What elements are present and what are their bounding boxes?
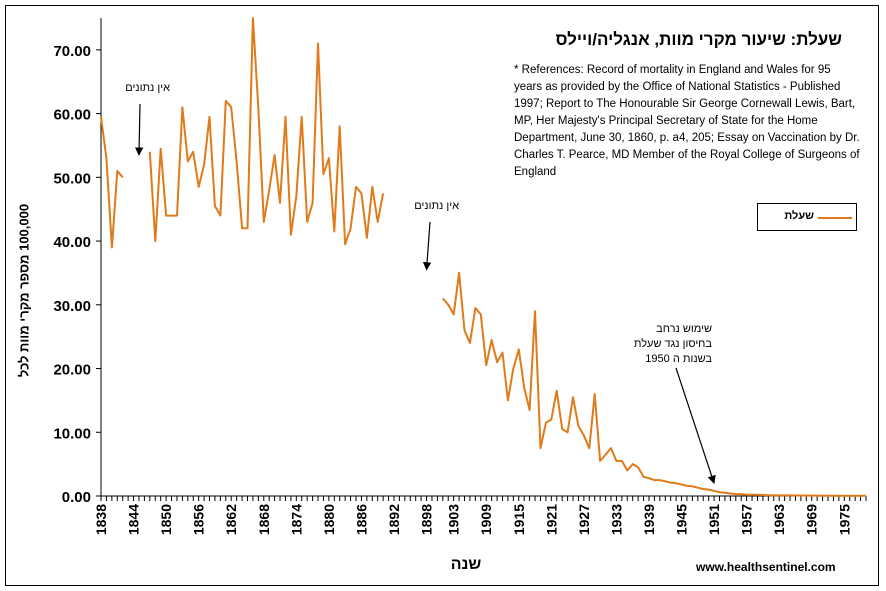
source-url: www.healthsentinel.com [696,560,836,574]
x-tick-label: 1886 [353,504,369,535]
x-tick-label: 1951 [706,504,722,535]
x-tick-label: 1969 [804,504,820,535]
x-tick-label: 1975 [836,504,852,535]
y-axis-ticks: 0.00 10.00 20.00 30.00 40.00 50.00 60.00 70.00 [53,43,101,506]
legend-label: שעלת [784,210,814,222]
x-tick-label: 1880 [321,504,337,535]
x-tick-label: 1933 [608,504,624,535]
axes [100,18,866,497]
x-axis-ticks: 1838 1844 1850 1856 1862 1868 1874 1880 1886 1892… [93,496,867,535]
annotation-text: אין נתונים [125,82,170,94]
annotation-line: בחיסון נגד שעלת [633,338,712,350]
chart-frame [5,5,879,586]
x-tick-label: 1957 [739,504,755,535]
annotation-arrow [134,103,144,156]
y-tick-label: 0.00 [62,489,91,506]
annotation-no-data-1: אין נתונים [100,81,170,96]
x-tick-label: 1939 [641,504,657,535]
annotation-line: בשנות ה 1950 [645,353,712,365]
legend: שעלת [757,203,857,231]
annotation-vaccination: שימוש נרחב בחיסון נגד שעלת בשנות ה 1950 [606,322,712,367]
series-layer [100,17,867,497]
x-tick-label: 1892 [386,504,402,535]
y-tick-label: 40.00 [53,234,91,251]
annotation-no-data-2: אין נתונים [384,199,459,214]
y-tick-label: 20.00 [53,362,91,379]
x-tick-label: 1927 [576,504,592,535]
x-tick-label: 1963 [771,504,787,535]
x-tick-label: 1856 [191,504,207,535]
references-text: * References: Record of mortality in Eng… [514,64,860,178]
x-tick-label: 1838 [93,504,109,535]
x-tick-label: 1868 [256,504,272,535]
x-tick-label: 1915 [511,504,527,535]
y-axis-label: 100,000 מספר מקרי מוות לכל [16,203,32,378]
y-tick-label: 60.00 [53,107,91,124]
series-line [148,17,385,246]
legend-swatch [818,217,852,219]
x-tick-label: 1945 [674,504,690,535]
x-tick-label: 1903 [446,504,462,535]
x-tick-label: 1921 [543,504,559,535]
x-tick-label: 1844 [126,504,142,535]
x-tick-label: 1862 [223,504,239,535]
annotation-arrows [134,103,716,485]
x-tick-label: 1898 [419,504,435,535]
annotation-arrow [675,367,716,485]
annotation-line: שימוש נרחב [656,323,712,335]
annotation-arrow [422,221,432,271]
x-axis-label: שנה [450,556,482,573]
chart-title: שעלת: שיעור מקרי מוות, אנגליה/ויילס [555,30,842,49]
y-tick-label: 50.00 [53,170,91,187]
series-line [100,116,124,249]
y-tick-label: 30.00 [53,298,91,315]
x-tick-label: 1850 [158,504,174,535]
series-line [442,271,867,497]
annotation-text: אין נתונים [414,200,459,212]
x-tick-label: 1909 [478,504,494,535]
y-tick-label: 70.00 [53,43,91,60]
x-tick-label: 1874 [288,504,304,535]
y-tick-label: 10.00 [53,425,91,442]
